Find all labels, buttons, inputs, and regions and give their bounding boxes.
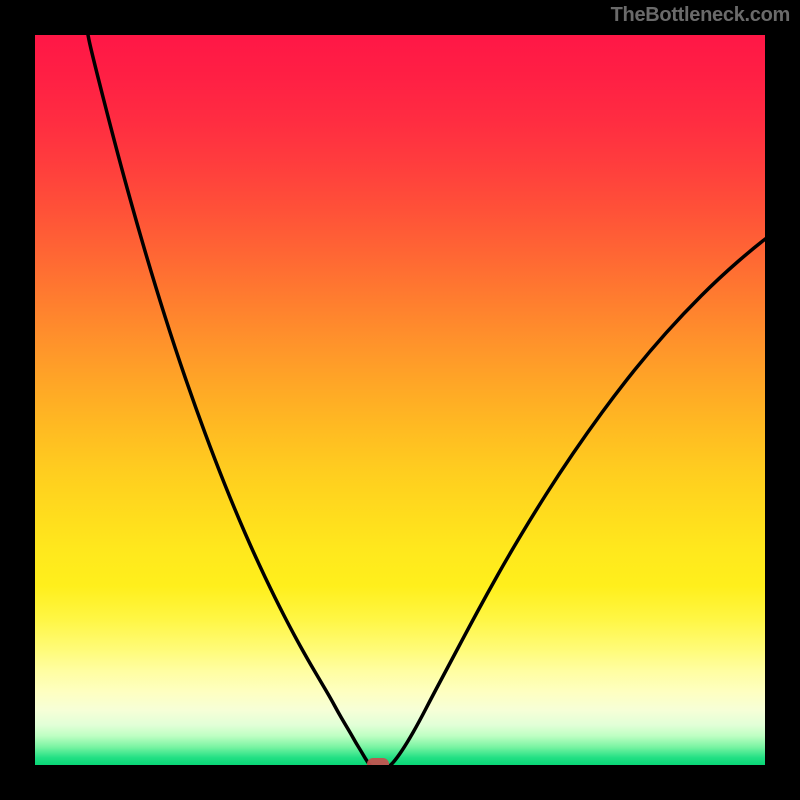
bottleneck-chart [0, 0, 800, 800]
watermark-label: TheBottleneck.com [611, 4, 790, 27]
chart-plot-area [35, 35, 765, 765]
